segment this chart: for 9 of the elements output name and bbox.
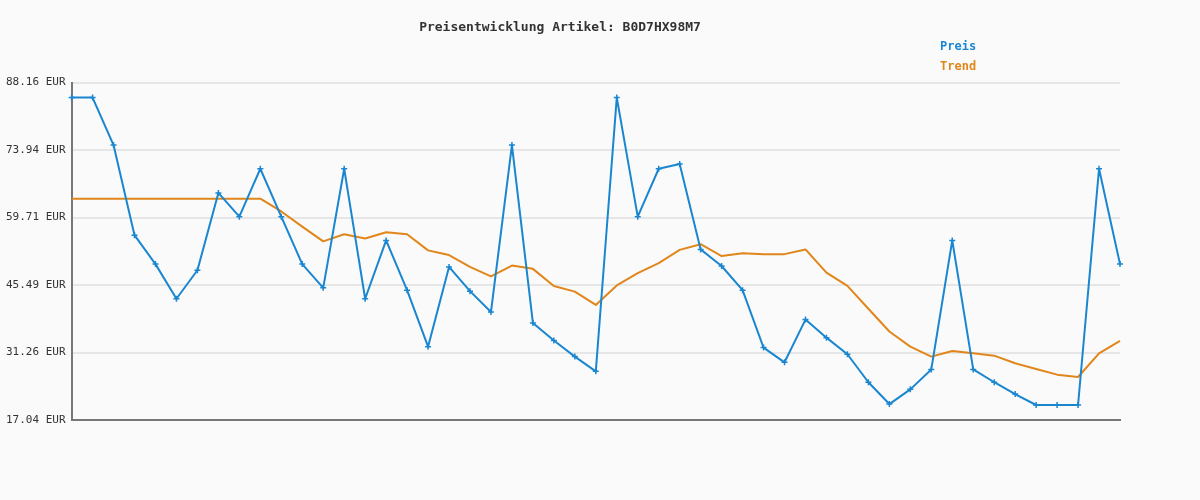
chart-title: Preisentwicklung Artikel: B0D7HX98M7 (419, 19, 701, 35)
y-tick-label: 88.16 EUR (5, 75, 66, 89)
y-tick-label: 73.94 EUR (5, 142, 66, 156)
text: Preis (940, 39, 977, 54)
y-tick-label: 17.04 EUR (5, 412, 66, 426)
y-tick-label: 45.49 EUR (5, 277, 66, 291)
y-tick-label: 31.26 EUR (5, 345, 66, 359)
text: Trend (940, 59, 977, 74)
y-tick-label: 59.71 EUR (5, 210, 66, 224)
